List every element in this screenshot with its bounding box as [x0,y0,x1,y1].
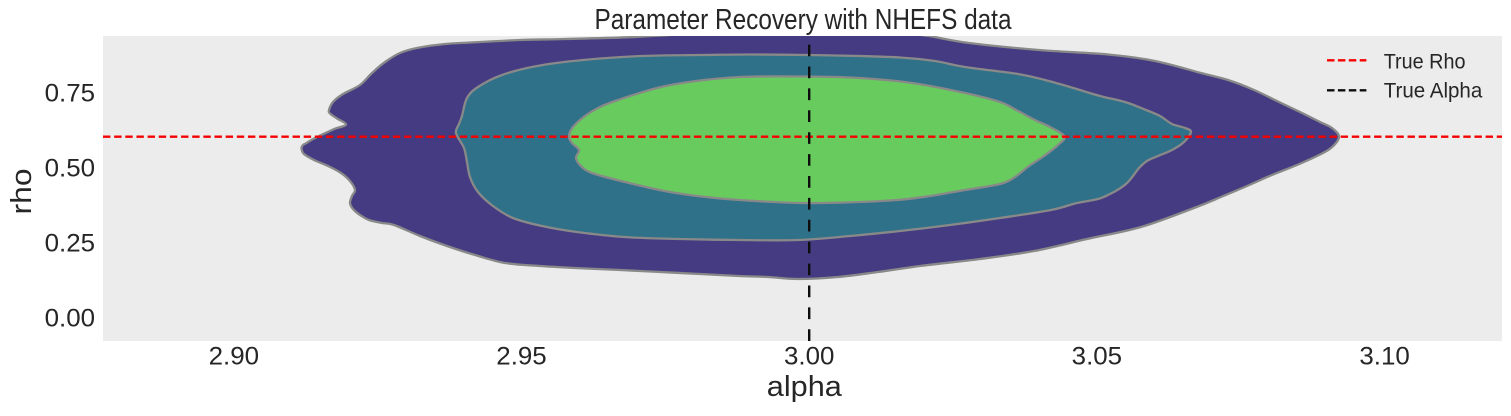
svg-text:0.00: 0.00 [45,304,95,332]
svg-text:2.95: 2.95 [496,343,546,371]
svg-text:3.10: 3.10 [1359,343,1409,371]
svg-text:3.00: 3.00 [784,343,834,371]
svg-text:2.90: 2.90 [209,343,259,371]
svg-text:True Rho: True Rho [1384,50,1466,73]
svg-text:0.50: 0.50 [45,155,95,183]
svg-text:0.25: 0.25 [45,230,95,258]
svg-text:rho: rho [6,169,38,215]
svg-text:alpha: alpha [767,371,842,403]
svg-text:3.05: 3.05 [1072,343,1122,371]
svg-text:Parameter Recovery with NHEFS: Parameter Recovery with NHEFS data [595,4,1013,36]
svg-text:True Alpha: True Alpha [1384,79,1483,102]
svg-text:0.75: 0.75 [45,80,95,108]
